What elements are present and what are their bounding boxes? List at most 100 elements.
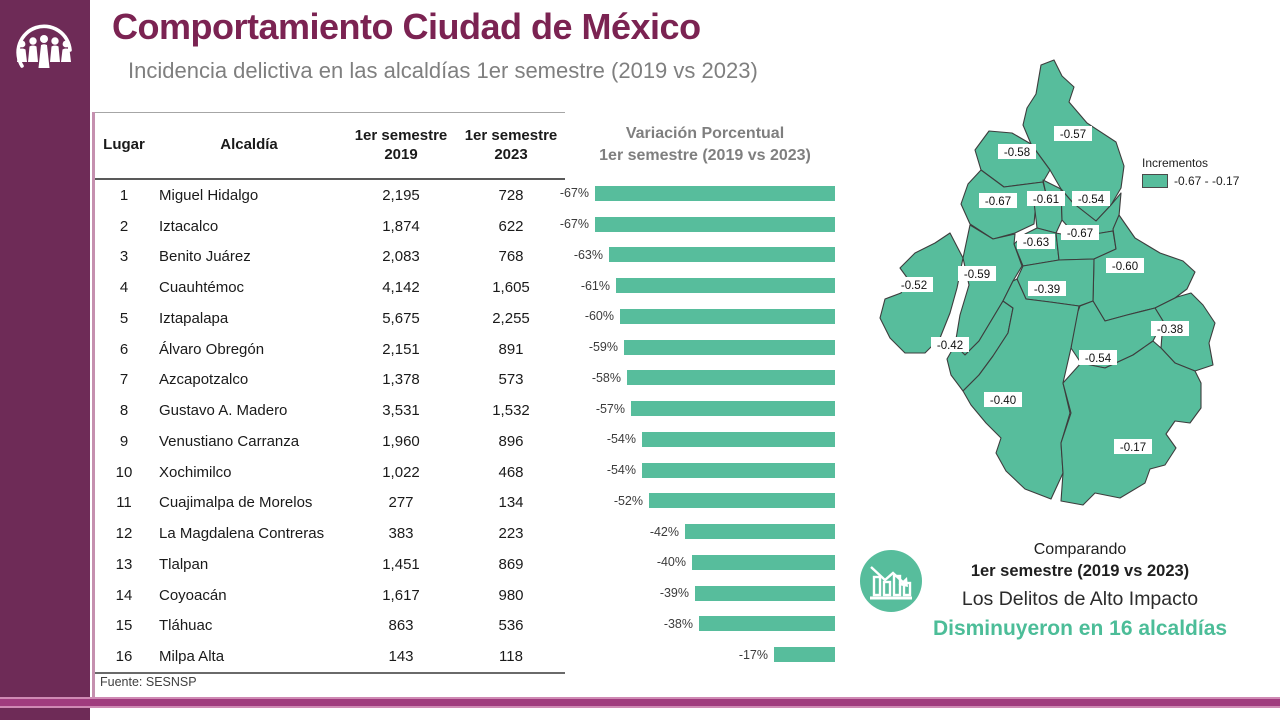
summary-line-comparando: Comparando	[1033, 541, 1127, 558]
chart-bar	[609, 247, 835, 263]
chart-bar	[649, 493, 835, 509]
chart-row: -63%	[535, 240, 835, 271]
col-header-alcaldia: Alcaldía	[220, 136, 278, 154]
cell-lugar: 10	[115, 463, 133, 481]
summary-line-delitos: Los Delitos de Alto Impacto	[961, 588, 1199, 610]
chart-bar	[624, 339, 835, 355]
cell-alcaldia: Iztacalco	[159, 217, 219, 235]
map-region	[879, 232, 964, 354]
cell-2023: 134	[498, 494, 524, 512]
cell-lugar: 6	[119, 340, 129, 358]
cell-2023: 1,532	[492, 402, 530, 420]
cell-lugar: 4	[119, 279, 129, 297]
cell-alcaldia: Azcapotzalco	[159, 371, 249, 389]
table-row: 8 Gustavo A. Madero 3,531 1,532	[95, 395, 565, 426]
chart-bar	[627, 370, 835, 386]
cell-2023: 1,605	[492, 279, 530, 297]
chart-bar	[699, 616, 835, 632]
map-legend: Incrementos -0.67 - -0.17	[1142, 154, 1239, 190]
cell-2019: 5,675	[382, 309, 420, 327]
cell-2019: 1,874	[382, 217, 420, 235]
table-row: 5 Iztapalapa 5,675 2,255	[95, 303, 565, 334]
svg-text:-0.58: -0.58	[1004, 147, 1030, 159]
cell-2023: 2,255	[492, 309, 530, 327]
chart-row: -60%	[535, 301, 835, 332]
chart-row: -40%	[535, 547, 835, 578]
svg-text:-0.39: -0.39	[1034, 284, 1060, 296]
cell-2023: 536	[498, 617, 524, 635]
chart-value-label: -38%	[663, 616, 693, 631]
cell-alcaldia: Tláhuac	[159, 617, 213, 635]
cell-alcaldia: Tlalpan	[159, 555, 209, 573]
cell-2019: 3,531	[382, 402, 420, 420]
table-row: 16 Milpa Alta 143 118	[95, 641, 565, 672]
map-value-label: -0.67	[1061, 225, 1099, 240]
chart-row: -61%	[535, 270, 835, 301]
cell-alcaldia: Milpa Alta	[159, 648, 225, 666]
cell-alcaldia: La Magdalena Contreras	[159, 525, 325, 543]
people-arc-logo-icon	[16, 24, 72, 68]
cell-alcaldia: Álvaro Obregón	[159, 340, 265, 358]
svg-text:-0.59: -0.59	[964, 269, 990, 281]
chart-value-label: -54%	[606, 432, 636, 447]
cell-lugar: 14	[115, 586, 133, 604]
svg-text:-0.17: -0.17	[1120, 442, 1146, 454]
svg-text:-0.67: -0.67	[985, 196, 1011, 208]
cell-alcaldia: Venustiano Carranza	[159, 432, 300, 450]
table-row: 13 Tlalpan 1,451 869	[95, 549, 565, 580]
chart-value-label: -67%	[559, 217, 589, 232]
svg-text:-0.67: -0.67	[1067, 228, 1093, 240]
table-row: 15 Tláhuac 863 536	[95, 611, 565, 642]
summary-block: Comparando 1er semestre (2019 vs 2023) L…	[925, 541, 1235, 641]
cell-2019: 1,451	[382, 555, 420, 573]
chart-row: -17%	[535, 639, 835, 670]
table-row: 2 Iztacalco 1,874 622	[95, 211, 565, 242]
chart-bar	[692, 554, 835, 570]
chart-row: -54%	[535, 455, 835, 486]
cell-2023: 573	[498, 371, 524, 389]
chart-value-label: -59%	[588, 340, 618, 355]
chart-bar	[642, 431, 835, 447]
svg-text:-0.54: -0.54	[1085, 353, 1112, 365]
table-row: 12 La Magdalena Contreras 383 223	[95, 518, 565, 549]
map-value-label: -0.54	[1079, 350, 1117, 365]
cell-2023: 768	[498, 248, 524, 266]
chart-row: -42%	[535, 516, 835, 547]
chart-row: -39%	[535, 578, 835, 609]
table-row: 3 Benito Juárez 2,083 768	[95, 242, 565, 273]
chart-value-label: -17%	[738, 647, 768, 662]
chart-value-label: -67%	[559, 186, 589, 201]
table-row: 10 Xochimilco 1,022 468	[95, 457, 565, 488]
chart-bar	[595, 216, 835, 232]
map-value-label: -0.42	[931, 337, 969, 352]
cell-2023: 622	[498, 217, 524, 235]
table-header-row: Lugar Alcaldía 1er semestre 2019 1er seme…	[95, 112, 565, 180]
bottom-divider-band	[0, 697, 1280, 708]
chart-value-label: -60%	[584, 309, 614, 324]
variation-bar-chart: -67% -67% -63% -61% -60% -59% -58% -57% -54% -54%…	[535, 178, 835, 670]
cell-2019: 863	[388, 617, 414, 635]
svg-text:-0.42: -0.42	[937, 340, 963, 352]
cdmx-map: -0.57 -0.58 -0.67 -0.61 -0.54 -0.63 -0.67 -0.60…	[865, 53, 1237, 527]
cell-2023: 118	[499, 648, 523, 666]
chart-row: -67%	[535, 178, 835, 209]
map-value-label: -0.57	[1054, 126, 1092, 141]
chart-value-label: -54%	[606, 463, 636, 478]
cell-2023: 896	[498, 432, 524, 450]
cell-lugar: 7	[119, 371, 129, 389]
chart-value-label: -40%	[656, 555, 686, 570]
table-row: 1 Miguel Hidalgo 2,195 728	[95, 180, 565, 211]
cell-lugar: 3	[119, 248, 129, 266]
svg-text:-0.38: -0.38	[1157, 324, 1183, 336]
map-value-label: -0.67	[979, 193, 1017, 208]
cell-2023: 980	[498, 586, 524, 604]
cell-2019: 2,083	[382, 248, 420, 266]
table-row: 4 Cuauhtémoc 4,142 1,605	[95, 272, 565, 303]
cell-lugar: 11	[116, 494, 132, 512]
map-value-label: -0.40	[984, 392, 1022, 407]
cell-alcaldia: Benito Juárez	[159, 248, 251, 266]
cell-lugar: 15	[115, 617, 133, 635]
map-legend-range: -0.67 - -0.17	[1174, 174, 1240, 188]
chart-bar	[695, 585, 835, 601]
